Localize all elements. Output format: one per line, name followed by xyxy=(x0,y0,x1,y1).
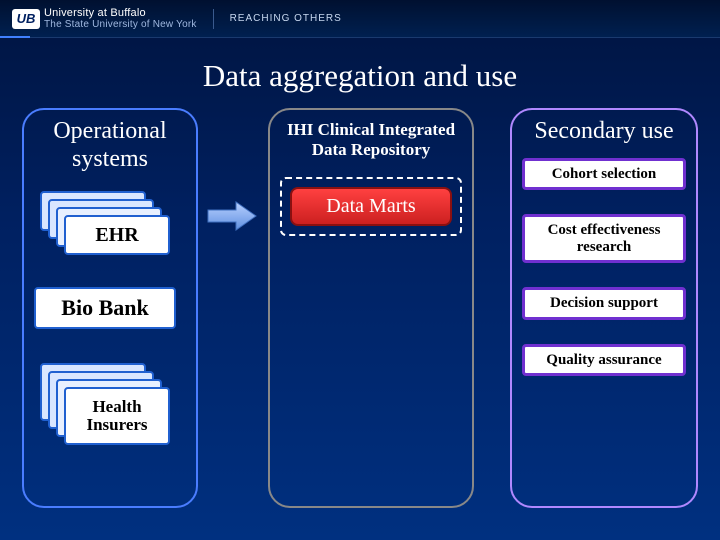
secondary-title: Secondary use xyxy=(522,118,686,146)
arrow-icon xyxy=(206,200,258,232)
ub-mark-icon: UB xyxy=(12,9,40,29)
biobank-box: Bio Bank xyxy=(34,287,176,329)
insurers-stack: Health Insurers xyxy=(40,363,156,445)
ub-logo: UB University at Buffalo The State Unive… xyxy=(12,7,197,30)
data-marts-container: Data Marts xyxy=(280,177,462,236)
use-box-cohort: Cohort selection xyxy=(522,158,686,191)
repository-column: IHI Clinical Integrated Data Repository … xyxy=(268,108,474,508)
slide-title: Data aggregation and use xyxy=(0,58,720,94)
header-divider xyxy=(213,9,214,29)
suny-text: The State University of New York xyxy=(44,19,197,30)
ehr-label: EHR xyxy=(64,215,170,255)
use-box-cost: Cost effectiveness research xyxy=(522,214,686,263)
data-marts-box: Data Marts xyxy=(290,187,452,226)
use-box-quality: Quality assurance xyxy=(522,344,686,377)
tagline: REACHING OTHERS xyxy=(230,13,342,24)
ehr-stack: EHR xyxy=(40,191,156,245)
operational-systems-column: Operational systems EHR Bio Bank Health … xyxy=(22,108,198,508)
use-box-decision: Decision support xyxy=(522,287,686,320)
repository-title: IHI Clinical Integrated Data Repository xyxy=(280,120,462,161)
operational-title: Operational systems xyxy=(34,118,186,173)
header-bar: UB University at Buffalo The State Unive… xyxy=(0,0,720,38)
use-boxes: Cohort selection Cost effectiveness rese… xyxy=(522,158,686,377)
secondary-use-column: Secondary use Cohort selection Cost effe… xyxy=(510,108,698,508)
accent-line xyxy=(0,36,30,38)
diagram-columns: Operational systems EHR Bio Bank Health … xyxy=(0,94,720,508)
insurers-label: Health Insurers xyxy=(64,387,170,445)
university-name: University at Buffalo xyxy=(44,7,197,19)
